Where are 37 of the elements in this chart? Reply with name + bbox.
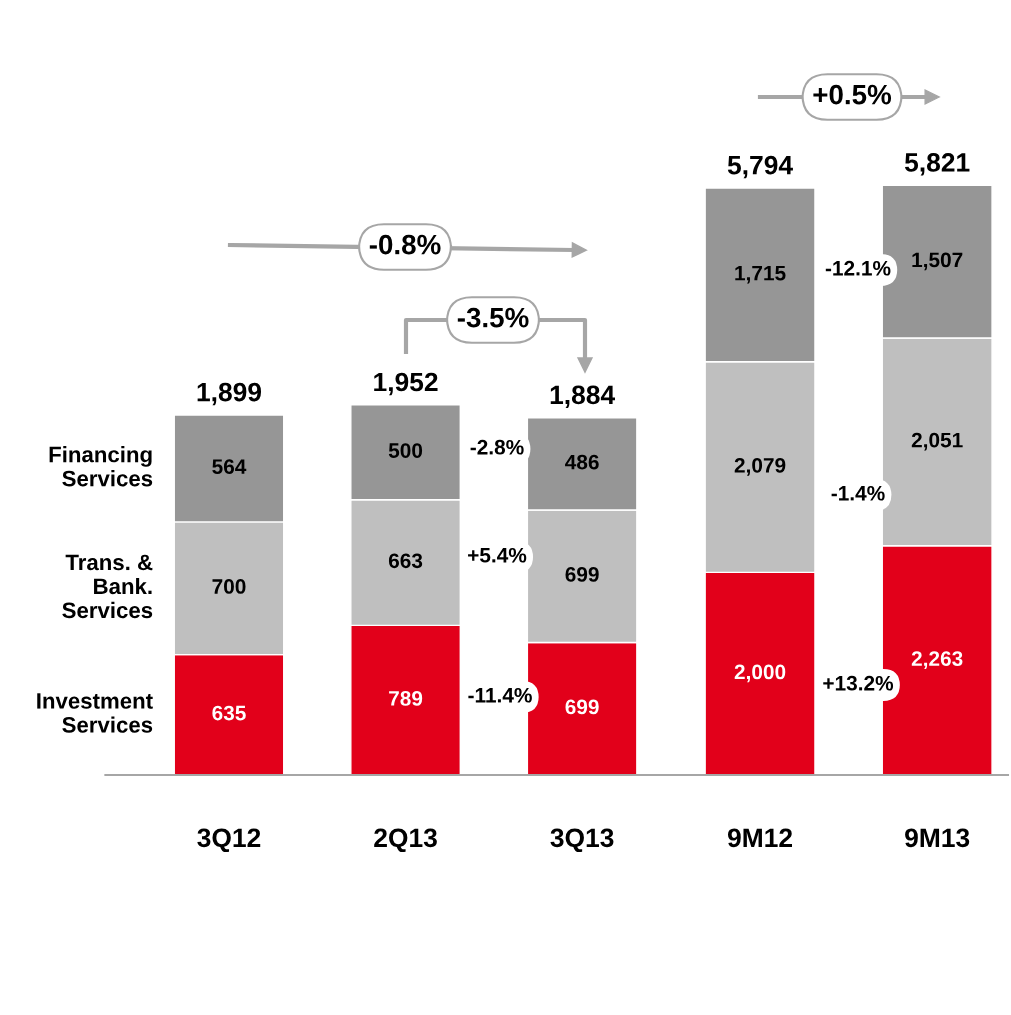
- data-label: 663: [388, 553, 423, 569]
- series-label: Financing Services: [49, 446, 153, 487]
- total-label: 5,794: [727, 155, 793, 179]
- data-label: 2,051: [911, 432, 963, 451]
- annotation: +5.4%: [468, 547, 527, 563]
- text: -3.5%: [457, 307, 529, 328]
- x-tick-label: 3Q12: [197, 828, 261, 853]
- series-label: Trans. & Bank. Services: [62, 554, 153, 619]
- text: +0.5%: [813, 84, 892, 105]
- data-label: 564: [212, 459, 247, 475]
- data-label: 635: [212, 705, 246, 721]
- data-label: 1,507: [912, 252, 963, 271]
- text: -0.8%: [369, 234, 441, 255]
- total-label: 1,884: [550, 385, 615, 409]
- x-tick-label: 9M12: [727, 828, 792, 848]
- annotation: -12.1%: [825, 260, 891, 276]
- data-label: 1,715: [735, 265, 786, 284]
- data-label: 700: [212, 579, 246, 594]
- annotation: -2.8%: [470, 439, 524, 455]
- data-label: 2,079: [734, 457, 786, 476]
- total-label: 5,821: [904, 153, 970, 176]
- annotation: -1.4%: [831, 485, 885, 501]
- annotation: +13.2%: [823, 675, 894, 691]
- data-label: 500: [388, 443, 423, 458]
- data-label: 789: [389, 691, 423, 706]
- data-label: 486: [565, 454, 599, 470]
- data-label: 2,000: [734, 664, 786, 683]
- x-tick-label: 2Q13: [374, 828, 437, 853]
- total-label: 1,899: [197, 382, 262, 406]
- annotation: -11.4%: [468, 687, 532, 703]
- data-label: 699: [565, 567, 599, 582]
- x-tick-label: 3Q13: [550, 828, 614, 853]
- series-label: Investment Services: [37, 693, 153, 733]
- data-label: 2,263: [911, 651, 963, 669]
- data-label: 699: [565, 699, 599, 715]
- x-tick-label: 9M13: [905, 828, 970, 848]
- total-label: 1,952: [374, 372, 438, 396]
